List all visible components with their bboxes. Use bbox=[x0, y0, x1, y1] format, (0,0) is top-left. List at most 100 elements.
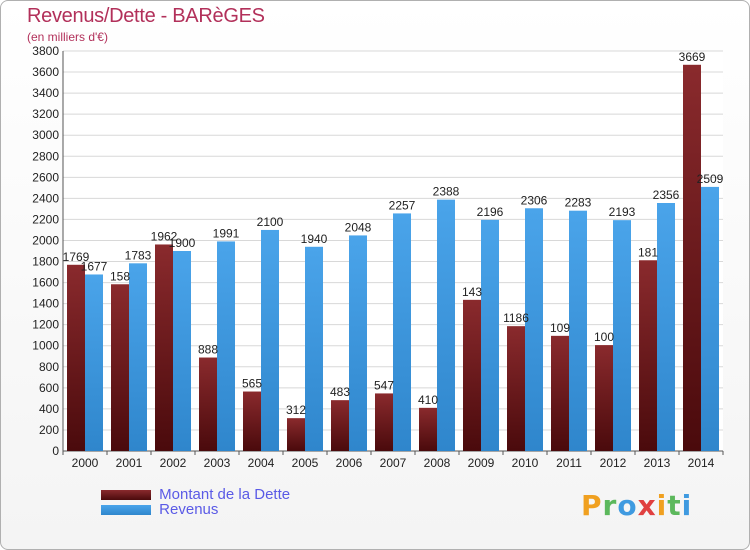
bar-revenue bbox=[481, 219, 499, 451]
data-label-debt: 410 bbox=[418, 393, 438, 407]
legend-label-revenue: Revenus bbox=[159, 501, 219, 518]
y-tick-label: 3200 bbox=[32, 107, 59, 121]
bar-revenue bbox=[85, 274, 103, 451]
data-label-revenue: 2283 bbox=[565, 196, 592, 210]
bar-revenue bbox=[129, 263, 147, 451]
data-label-debt: 1962 bbox=[151, 229, 178, 243]
data-label-revenue: 2356 bbox=[653, 188, 680, 202]
x-tick-label: 2008 bbox=[424, 456, 451, 470]
y-tick-label: 1800 bbox=[32, 255, 59, 269]
legend-label-debt: Montant de la Dette bbox=[159, 486, 291, 503]
x-tick-label: 2007 bbox=[380, 456, 407, 470]
y-tick-label: 1400 bbox=[32, 297, 59, 311]
y-tick-label: 2800 bbox=[32, 149, 59, 163]
x-tick-label: 2010 bbox=[512, 456, 539, 470]
bar-revenue bbox=[613, 220, 631, 451]
bar-debt bbox=[595, 345, 613, 451]
bar-debt bbox=[67, 264, 85, 451]
bar-debt bbox=[111, 284, 129, 451]
bar-debt bbox=[331, 400, 349, 451]
logo-letter: o bbox=[617, 489, 638, 522]
y-tick-label: 3400 bbox=[32, 86, 59, 100]
data-label-debt: 1769 bbox=[63, 250, 90, 264]
y-tick-label: 600 bbox=[39, 381, 59, 395]
x-tick-label: 2001 bbox=[116, 456, 143, 470]
y-tick-label: 400 bbox=[39, 402, 59, 416]
data-label-revenue: 2509 bbox=[697, 172, 724, 186]
data-label-debt: 143 bbox=[462, 285, 482, 299]
bar-debt bbox=[507, 326, 525, 451]
data-label-debt: 1186 bbox=[503, 311, 529, 325]
bars bbox=[67, 64, 719, 452]
y-tick-label: 3600 bbox=[32, 65, 59, 79]
x-tick-label: 2006 bbox=[336, 456, 363, 470]
logo-letter: x bbox=[637, 489, 657, 522]
data-label-debt: 181 bbox=[638, 245, 658, 259]
data-label-revenue: 2193 bbox=[609, 205, 636, 219]
bar-debt bbox=[375, 393, 393, 451]
data-label-revenue: 1940 bbox=[301, 232, 328, 246]
data-label-debt: 547 bbox=[374, 378, 394, 392]
data-label-revenue: 1677 bbox=[81, 259, 108, 273]
y-tick-label: 1600 bbox=[32, 276, 59, 290]
legend-item-revenue: Revenus bbox=[101, 502, 290, 517]
bar-debt bbox=[551, 335, 569, 451]
bar-debt bbox=[243, 391, 261, 451]
legend-swatch-debt bbox=[101, 490, 151, 501]
y-tick-label: 0 bbox=[52, 444, 59, 458]
data-label-revenue: 2306 bbox=[521, 193, 548, 207]
legend-swatch-revenue bbox=[101, 505, 151, 516]
y-tick-label: 200 bbox=[39, 423, 59, 437]
bar-revenue bbox=[261, 229, 279, 451]
x-tick-label: 2014 bbox=[688, 456, 715, 470]
bar-revenue bbox=[525, 208, 543, 451]
x-tick-label: 2013 bbox=[644, 456, 671, 470]
logo-letter: P bbox=[581, 489, 603, 522]
x-tick-label: 2003 bbox=[204, 456, 231, 470]
data-label-revenue: 1783 bbox=[125, 248, 152, 262]
data-label-revenue: 2196 bbox=[477, 205, 504, 219]
bar-debt bbox=[683, 64, 701, 451]
chart-subtitle: (en milliers d'€) bbox=[27, 30, 108, 44]
data-label-revenue: 2048 bbox=[345, 220, 372, 234]
bar-revenue bbox=[305, 246, 323, 451]
data-label-debt: 158 bbox=[110, 269, 130, 283]
y-tick-label: 2200 bbox=[32, 212, 59, 226]
y-tick-label: 3800 bbox=[32, 44, 59, 58]
proxiti-logo: Proxiti bbox=[581, 489, 692, 522]
x-tick-label: 2005 bbox=[292, 456, 319, 470]
x-tick-label: 2009 bbox=[468, 456, 495, 470]
data-label-revenue: 1900 bbox=[169, 236, 196, 250]
data-label-debt: 888 bbox=[198, 343, 218, 357]
x-tick-label: 2011 bbox=[556, 456, 582, 470]
data-label-revenue: 2100 bbox=[257, 215, 284, 229]
bar-debt bbox=[419, 407, 437, 451]
bar-revenue bbox=[701, 186, 719, 452]
bar-debt bbox=[199, 357, 217, 451]
logo-letter: i bbox=[656, 489, 668, 522]
data-label-revenue: 2257 bbox=[389, 198, 416, 212]
data-label-debt: 109 bbox=[550, 321, 570, 335]
logo-letter: t bbox=[667, 489, 682, 522]
y-tick-label: 1000 bbox=[32, 339, 59, 353]
data-label-debt: 3669 bbox=[679, 50, 706, 64]
data-label-revenue: 2388 bbox=[433, 185, 460, 199]
data-label-debt: 312 bbox=[286, 403, 306, 417]
x-tick-label: 2002 bbox=[160, 456, 187, 470]
bar-debt bbox=[463, 299, 481, 451]
legend-item-debt: Montant de la Dette bbox=[101, 487, 290, 502]
x-tick-label: 2004 bbox=[248, 456, 275, 470]
bar-revenue bbox=[569, 210, 587, 451]
bar-revenue bbox=[657, 203, 675, 451]
bar-revenue bbox=[437, 199, 455, 451]
data-label-debt: 565 bbox=[242, 377, 262, 391]
y-tick-label: 3000 bbox=[32, 128, 59, 142]
y-tick-label: 800 bbox=[39, 360, 59, 374]
bar-revenue bbox=[217, 241, 235, 451]
data-label-debt: 483 bbox=[330, 385, 350, 399]
x-tick-label: 2012 bbox=[600, 456, 627, 470]
legend: Montant de la Dette Revenus bbox=[101, 487, 290, 517]
